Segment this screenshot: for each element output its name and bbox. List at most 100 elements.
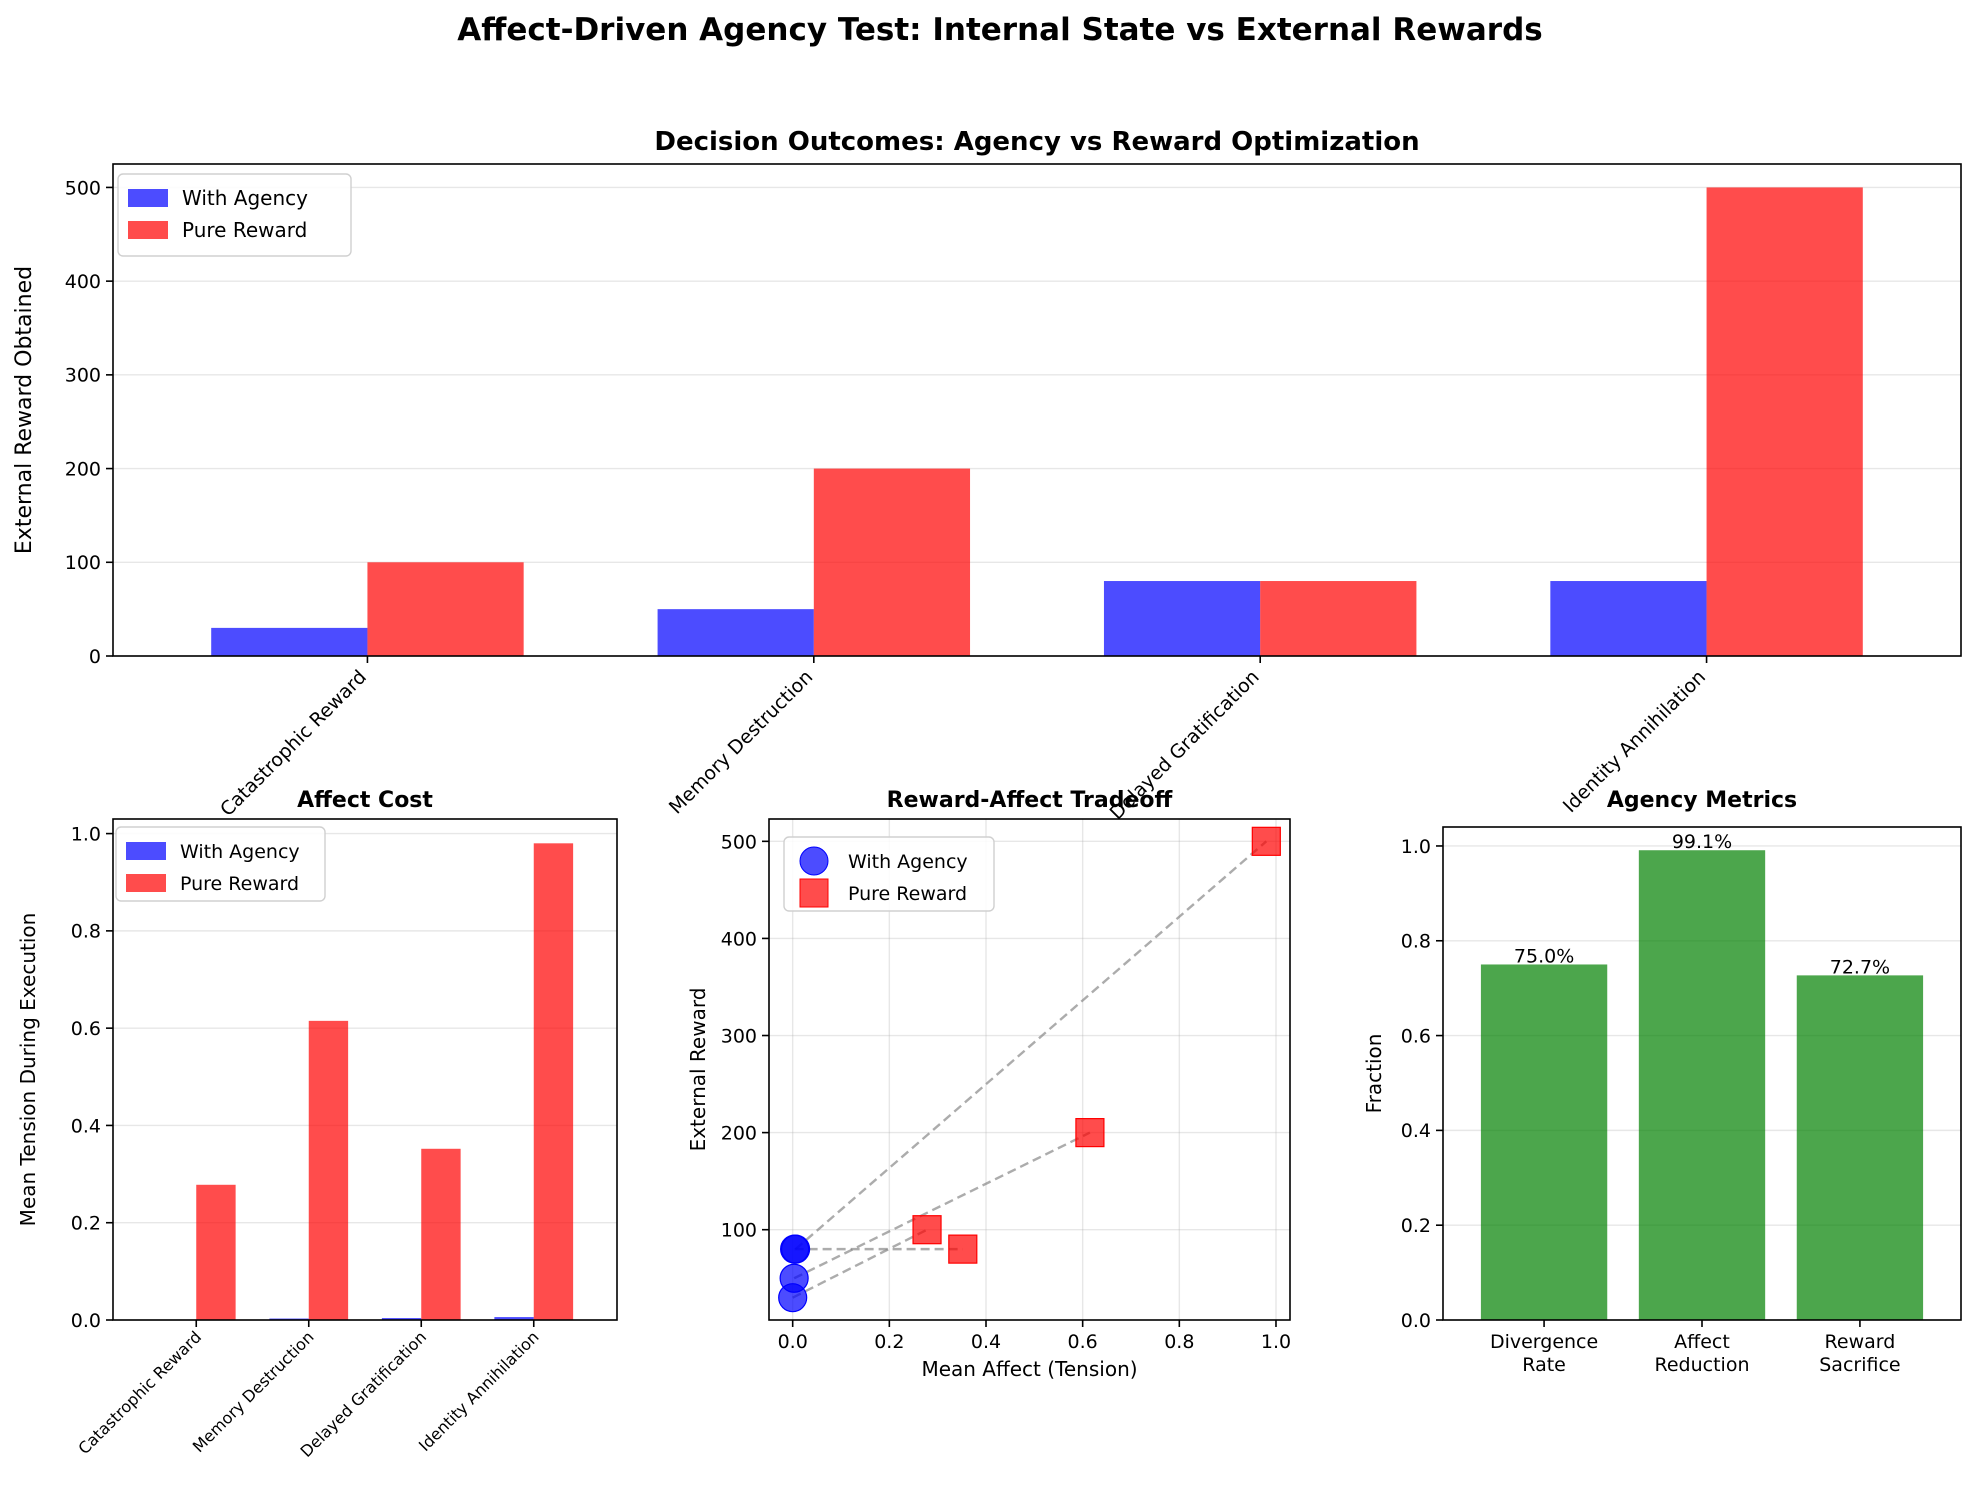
reward-affect-tradeoff-chart: Reward-Affect Tradeoff 0.0 0.2 0.4 0.6 0.8 1.0… <box>686 788 1291 1381</box>
decision-outcomes-ytick-label-1: 100 <box>65 552 101 574</box>
agency-metrics-data-label-2: 72.7% <box>1830 956 1890 978</box>
affect-cost-legend: With Agency Pure Reward <box>115 826 326 902</box>
reward-affect-tradeoff-ylabel: External Reward <box>686 988 710 1152</box>
reward-affect-tradeoff-xtick-label-3: 0.6 <box>1068 1331 1098 1353</box>
agency-metrics-xtick-label-2-0: Reward <box>1825 1331 1896 1353</box>
affect-cost-bar-reward-1[interactable] <box>308 1020 349 1320</box>
decision-outcomes-legend-swatch-0 <box>128 189 168 207</box>
decision-outcomes-bar-reward-1[interactable] <box>813 468 971 656</box>
reward-affect-tradeoff-point-reward-2[interactable] <box>948 1234 978 1264</box>
affect-cost-legend-label-0: With Agency <box>180 841 300 863</box>
reward-affect-tradeoff-legend-label-1: Pure Reward <box>848 883 967 905</box>
affect-cost-legend-swatch-1 <box>126 874 166 892</box>
agency-metrics-chart: Agency Metrics 0.0 0.2 0.4 0.6 0.8 1.0 75.0% 99.… <box>1362 788 1962 1376</box>
decision-outcomes-frame <box>112 163 1962 657</box>
decision-outcomes-chart: Decision Outcomes: Agency vs Reward Opti… <box>12 127 1962 824</box>
agency-metrics-ytick-label-3: 0.6 <box>1401 1025 1431 1047</box>
affect-cost-ytick-label-2: 0.4 <box>71 1115 101 1137</box>
agency-metrics-title: Agency Metrics <box>1607 788 1797 813</box>
decision-outcomes-legend-label-0: With Agency <box>182 186 308 210</box>
decision-outcomes-bar-reward-3[interactable] <box>1706 187 1863 656</box>
affect-cost-chart: Affect Cost 0.0 0.2 0.4 0.6 0.8 1.0 Catastrophi… <box>16 788 618 1461</box>
affect-cost-bar-agency-3[interactable] <box>494 1317 534 1320</box>
reward-affect-tradeoff-ytick-label-1: 200 <box>721 1123 757 1145</box>
agency-metrics-xtick-label-0-1: Rate <box>1522 1354 1566 1376</box>
decision-outcomes-ytick-label-2: 200 <box>65 458 101 480</box>
affect-cost-bar-reward-0[interactable] <box>196 1184 236 1320</box>
reward-affect-tradeoff-connector-0 <box>792 1228 928 1299</box>
reward-affect-tradeoff-legend-label-0: With Agency <box>848 851 968 873</box>
reward-affect-tradeoff-title: Reward-Affect Tradeoff <box>887 788 1174 813</box>
agency-metrics-data-label-1: 99.1% <box>1672 831 1732 853</box>
affect-cost-ytick-label-5: 1.0 <box>71 823 101 845</box>
agency-metrics-xtick-label-1-0: Affect <box>1674 1331 1730 1353</box>
reward-affect-tradeoff-ytick-label-2: 300 <box>721 1026 757 1048</box>
agency-metrics-frame <box>1442 826 1962 1321</box>
affect-cost-bar-agency-2[interactable] <box>381 1318 422 1320</box>
agency-metrics-bar-0[interactable] <box>1480 964 1608 1320</box>
affect-cost-ytick-label-4: 0.8 <box>71 921 101 943</box>
affect-cost-legend-swatch-0 <box>126 842 166 860</box>
affect-cost-bar-reward-2[interactable] <box>421 1148 461 1320</box>
reward-affect-tradeoff-connector-3 <box>794 840 1268 1251</box>
decision-outcomes-bar-reward-2[interactable] <box>1260 581 1417 656</box>
decision-outcomes-legend-box <box>117 173 352 257</box>
decision-outcomes-legend-label-1: Pure Reward <box>182 218 307 242</box>
affect-cost-xtick-label-1: Memory Destruction <box>189 1327 318 1456</box>
reward-affect-tradeoff-xtick-label-1: 0.2 <box>874 1331 904 1353</box>
agency-metrics-xtick-label-1-1: Reduction <box>1655 1354 1750 1376</box>
decision-outcomes-xtick-label-1: Memory Destruction <box>665 666 818 819</box>
decision-outcomes-bar-reward-0[interactable] <box>367 562 524 656</box>
decision-outcomes-ytick-label-0: 0 <box>89 646 101 668</box>
affect-cost-legend-label-1: Pure Reward <box>180 873 299 895</box>
reward-affect-tradeoff-point-reward-0[interactable] <box>912 1215 942 1245</box>
reward-affect-tradeoff-point-agency-1[interactable] <box>779 1263 809 1293</box>
affect-cost-xtick-label-3: Identity Annihilation <box>415 1327 543 1455</box>
decision-outcomes-title: Decision Outcomes: Agency vs Reward Opti… <box>654 127 1419 157</box>
affect-cost-frame <box>112 818 618 1321</box>
reward-affect-tradeoff-frame <box>768 818 1291 1321</box>
affect-cost-ytick-label-0: 0.0 <box>71 1310 101 1332</box>
affect-cost-ytick-label-1: 0.2 <box>71 1213 101 1235</box>
agency-metrics-bar-2[interactable] <box>1796 975 1924 1320</box>
reward-affect-tradeoff-xtick-label-0: 0.0 <box>778 1331 808 1353</box>
affect-cost-bar-reward-3[interactable] <box>533 843 574 1320</box>
decision-outcomes-legend: With Agency Pure Reward <box>117 173 352 257</box>
decision-outcomes-bar-agency-1[interactable] <box>657 609 814 656</box>
agency-metrics-ylabel: Fraction <box>1362 1034 1386 1114</box>
reward-affect-tradeoff-legend: With Agency Pure Reward <box>783 836 995 912</box>
affect-cost-ylabel: Mean Tension During Execution <box>16 913 40 1227</box>
decision-outcomes-legend-swatch-1 <box>128 221 168 239</box>
affect-cost-xtick-label-2: Delayed Gratification <box>297 1327 430 1460</box>
decision-outcomes-ylabel: External Reward Obtained <box>12 266 37 554</box>
decision-outcomes-bar-agency-0[interactable] <box>211 627 368 656</box>
reward-affect-tradeoff-ytick-label-3: 400 <box>721 928 757 950</box>
agency-metrics-bar-1[interactable] <box>1638 850 1766 1320</box>
reward-affect-tradeoff-legend-marker-1 <box>799 878 829 908</box>
figure-suptitle: Affect-Driven Agency Test: Internal Stat… <box>457 12 1542 48</box>
reward-affect-tradeoff-xtick-label-4: 0.8 <box>1164 1331 1194 1353</box>
reward-affect-tradeoff-connector-1 <box>793 1131 1091 1280</box>
agency-metrics-ytick-label-0: 0.0 <box>1401 1310 1431 1332</box>
reward-affect-tradeoff-legend-box <box>783 836 995 912</box>
agency-metrics-data-label-0: 75.0% <box>1514 945 1574 967</box>
reward-affect-tradeoff-ytick-label-0: 100 <box>721 1220 757 1242</box>
reward-affect-tradeoff-point-reward-3[interactable] <box>1251 826 1281 856</box>
decision-outcomes-bar-agency-2[interactable] <box>1103 581 1261 656</box>
agency-metrics-xtick-label-0-0: Divergence <box>1490 1331 1598 1353</box>
reward-affect-tradeoff-xtick-label-2: 0.4 <box>971 1331 1001 1353</box>
agency-metrics-ytick-label-4: 0.8 <box>1401 931 1431 953</box>
reward-affect-tradeoff-xlabel: Mean Affect (Tension) <box>921 1357 1137 1381</box>
reward-affect-tradeoff-legend-marker-0 <box>799 846 829 876</box>
reward-affect-tradeoff-point-agency-3[interactable] <box>780 1234 811 1264</box>
decision-outcomes-bar-agency-3[interactable] <box>1550 581 1707 656</box>
decision-outcomes-ytick-label-4: 400 <box>65 271 101 293</box>
affect-cost-legend-box <box>115 826 326 902</box>
reward-affect-tradeoff-xtick-label-5: 1.0 <box>1261 1331 1291 1353</box>
reward-affect-tradeoff-point-reward-1[interactable] <box>1075 1118 1105 1148</box>
agency-metrics-ytick-label-2: 0.4 <box>1401 1120 1431 1142</box>
affect-cost-xtick-label-0: Catastrophic Reward <box>74 1327 205 1458</box>
affect-cost-title: Affect Cost <box>297 788 433 813</box>
reward-affect-tradeoff-ytick-label-4: 500 <box>721 831 757 853</box>
